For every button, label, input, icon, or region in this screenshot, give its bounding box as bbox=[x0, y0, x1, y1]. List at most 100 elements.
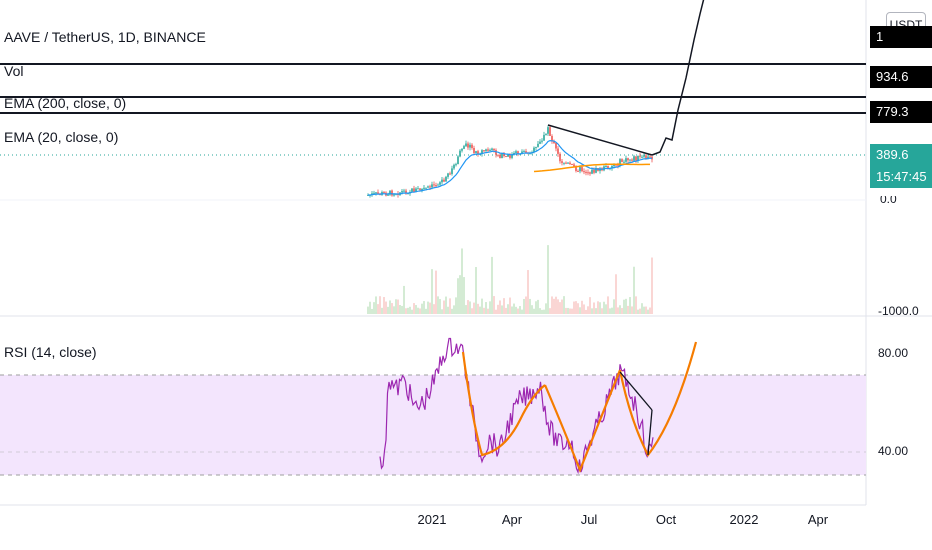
volume-bar bbox=[485, 302, 487, 314]
volume-bar bbox=[373, 302, 375, 314]
volume-bar bbox=[367, 306, 369, 314]
candle-body bbox=[389, 190, 391, 195]
candle-body bbox=[459, 150, 461, 157]
volume-bar bbox=[501, 305, 503, 314]
volume-bar bbox=[643, 306, 645, 314]
candle-body bbox=[437, 184, 439, 186]
rsi-trendline[interactable] bbox=[619, 371, 653, 411]
volume-bar bbox=[421, 303, 423, 314]
candle-body bbox=[469, 144, 471, 148]
volume-bar bbox=[447, 306, 449, 314]
volume-bar bbox=[503, 298, 505, 314]
candle-body bbox=[621, 159, 623, 162]
volume-bar bbox=[573, 301, 575, 314]
candle-body bbox=[607, 165, 609, 170]
volume-bar bbox=[623, 299, 625, 314]
candle-body bbox=[413, 188, 415, 193]
volume-bar bbox=[645, 306, 647, 314]
volume-bar bbox=[525, 296, 527, 314]
candle-body bbox=[383, 192, 385, 194]
projection-line[interactable] bbox=[651, 0, 705, 156]
trendline-price[interactable] bbox=[547, 124, 653, 156]
candle-body bbox=[619, 159, 621, 166]
volume-bar bbox=[605, 304, 607, 314]
volume-bar bbox=[375, 296, 377, 314]
volume-bar bbox=[461, 248, 463, 314]
candle-body bbox=[539, 141, 541, 144]
volume-bar bbox=[575, 301, 577, 314]
candle-body bbox=[431, 184, 433, 188]
volume-bar bbox=[615, 274, 617, 314]
rsi-trendline-drop[interactable] bbox=[647, 409, 653, 456]
volume-bar bbox=[391, 303, 393, 314]
volume-bar bbox=[591, 308, 593, 314]
volume-bar bbox=[459, 275, 461, 314]
symbol-legend[interactable]: AAVE / TetherUS, 1D, BINANCE bbox=[4, 29, 206, 45]
candle-body bbox=[571, 163, 573, 165]
ema200-legend[interactable]: EMA (200, close, 0) bbox=[4, 95, 127, 111]
price-tag-current: 389.6 bbox=[870, 144, 932, 166]
volume-bar bbox=[479, 306, 481, 314]
volume-bar bbox=[513, 303, 515, 314]
volume-bar bbox=[577, 303, 579, 314]
candle-body bbox=[421, 188, 423, 191]
candle-body bbox=[499, 154, 501, 159]
ema20-legend[interactable]: EMA (20, close, 0) bbox=[4, 129, 119, 145]
candle-body bbox=[577, 170, 579, 172]
candle-body bbox=[405, 190, 407, 194]
candle-body bbox=[643, 155, 645, 157]
candle-body bbox=[579, 167, 581, 172]
volume-bar bbox=[641, 303, 643, 314]
candle-body bbox=[593, 169, 595, 173]
candle-body bbox=[637, 155, 639, 161]
volume-bar bbox=[635, 296, 637, 314]
volume-bar bbox=[527, 270, 529, 314]
candle-body bbox=[517, 151, 519, 154]
candle-body bbox=[505, 156, 507, 158]
volume-bar bbox=[399, 304, 401, 314]
rsi-curve-1[interactable] bbox=[461, 351, 546, 457]
volume-bar bbox=[547, 245, 549, 314]
volume-bar bbox=[467, 300, 469, 314]
vol-legend[interactable]: Vol bbox=[4, 63, 24, 79]
candle-body bbox=[587, 172, 589, 174]
rsi-curve-2[interactable] bbox=[543, 369, 622, 473]
candle-body bbox=[415, 188, 417, 193]
volume-bar bbox=[453, 305, 455, 314]
candle-body bbox=[417, 188, 419, 190]
volume-bar bbox=[415, 305, 417, 314]
candle-body bbox=[569, 162, 571, 164]
volume-bar bbox=[505, 307, 507, 314]
volume-bar bbox=[535, 301, 537, 314]
volume-bar bbox=[489, 301, 491, 314]
volume-bar bbox=[567, 307, 569, 314]
volume-bar bbox=[445, 296, 447, 314]
volume-bar bbox=[533, 308, 535, 314]
price-tag-779: 779.3 bbox=[870, 101, 932, 123]
volume-bar bbox=[423, 301, 425, 314]
candle-body bbox=[547, 127, 549, 134]
rsi-axis-upper: 80.00 bbox=[878, 346, 909, 360]
candle-body bbox=[407, 193, 409, 195]
candle-body bbox=[497, 154, 499, 156]
candle-body bbox=[641, 156, 643, 158]
volume-bar bbox=[387, 306, 389, 314]
volume-bar bbox=[469, 301, 471, 314]
candle-body bbox=[403, 190, 405, 192]
candle-body bbox=[373, 192, 375, 194]
candle-body bbox=[525, 151, 527, 153]
time-label-apr-2021: Apr bbox=[501, 512, 523, 527]
rsi-legend[interactable]: RSI (14, close) bbox=[4, 344, 97, 360]
time-label-apr-2022: Apr bbox=[807, 512, 829, 527]
candle-body bbox=[435, 185, 437, 187]
volume-bar bbox=[601, 308, 603, 314]
candle-body bbox=[589, 172, 591, 174]
candle-body bbox=[427, 186, 429, 188]
volume-bar bbox=[449, 298, 451, 314]
candle-body bbox=[567, 162, 569, 164]
volume-bar bbox=[477, 303, 479, 314]
volume-bar bbox=[543, 309, 545, 314]
volume-bar bbox=[511, 306, 513, 314]
